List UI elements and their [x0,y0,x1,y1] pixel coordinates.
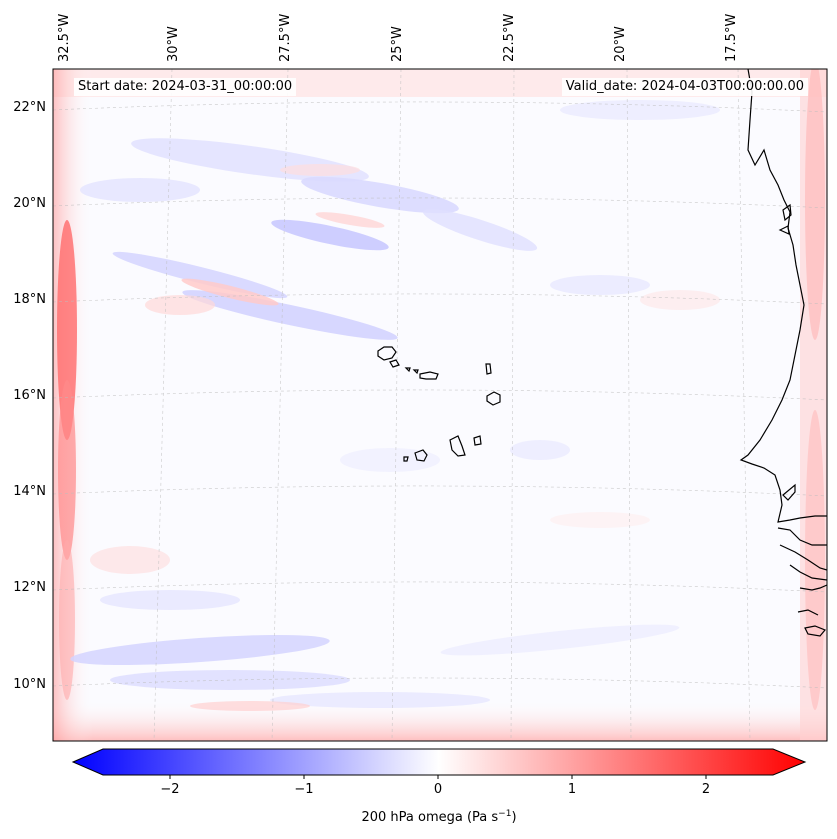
santiago-island [449,435,466,457]
lon-label: 17.5°W [724,14,739,62]
colorbar-label: 200 hPa omega (Pa s−1) [361,809,516,825]
longitude-labels: 32.5°W 30°W 27.5°W 25°W 22.5°W 20°W 17.5… [57,14,739,62]
colorbar-tick-label: 2 [702,782,710,797]
valid-date-label: Valid_date: 2024-04-03T00:00:00.00 [561,78,808,96]
lon-label: 32.5°W [57,14,72,62]
colorbar-bar [71,748,807,776]
lon-label: 20°W [613,26,628,62]
lon-label: 25°W [390,26,405,62]
omega-field [53,69,827,741]
colorbar: −2 −1 0 1 2 200 hPa omega (Pa s−1) [71,748,807,825]
gridlines [53,69,827,741]
sal-island [485,363,492,375]
lat-label: 16°N [13,388,46,403]
lon-label: 30°W [166,26,181,62]
sao-vicente-island [389,359,400,368]
lat-label: 22°N [13,100,46,115]
lat-label: 10°N [13,677,46,692]
start-date-label: Start date: 2024-03-31_00:00:00 [74,78,297,96]
santo-antao-island [377,346,397,361]
maio-island [473,435,482,446]
colorbar-tick-label: −1 [294,782,313,797]
latitude-labels: 22°N 20°N 18°N 16°N 14°N 12°N 10°N [13,100,46,692]
map-panel [53,69,827,741]
africa-coastline [739,69,827,523]
lon-label: 27.5°W [278,14,293,62]
lat-label: 14°N [13,484,46,499]
boa-vista-island [486,391,501,406]
lat-label: 12°N [13,580,46,595]
colorbar-ticks [169,775,707,779]
colorbar-tick-label: 0 [434,782,442,797]
fogo-island [414,449,428,462]
sao-nicolau-island [419,371,439,380]
map-frame [52,68,828,742]
colorbar-tick-label: 1 [568,782,576,797]
brava-island [403,456,409,462]
colorbar-tick-label: −2 [160,782,179,797]
lat-label: 18°N [13,292,46,307]
lat-label: 20°N [13,196,46,211]
lon-label: 22.5°W [502,14,517,62]
coastlines [377,69,827,637]
